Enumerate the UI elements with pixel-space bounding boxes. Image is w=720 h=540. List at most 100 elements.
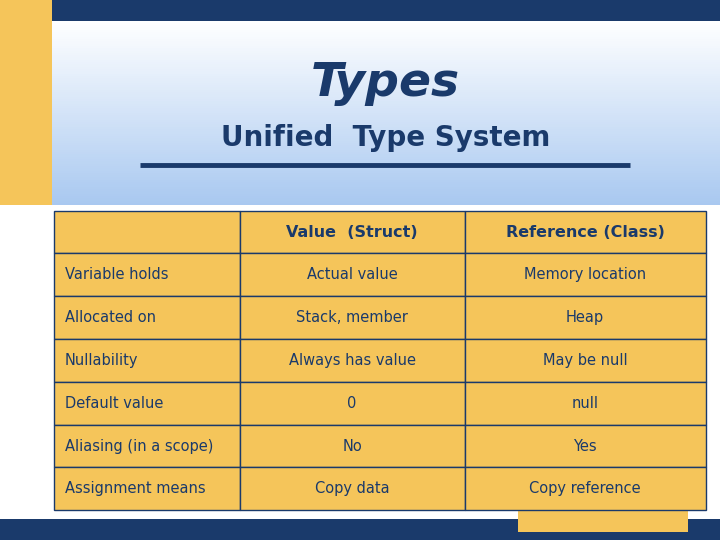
- Bar: [52, 44, 720, 46]
- Bar: [52, 30, 720, 32]
- Bar: [0, 0, 52, 21]
- Bar: [52, 106, 720, 108]
- Bar: [52, 152, 720, 154]
- Bar: [52, 21, 720, 23]
- Bar: [52, 69, 720, 71]
- Bar: [52, 180, 720, 182]
- Text: May be null: May be null: [543, 353, 627, 368]
- Bar: [52, 85, 720, 87]
- Bar: [52, 150, 720, 152]
- Bar: [54, 468, 240, 510]
- Bar: [52, 143, 720, 145]
- Bar: [52, 133, 720, 136]
- Text: Memory location: Memory location: [524, 267, 646, 282]
- Bar: [52, 108, 720, 111]
- Text: Nullability: Nullability: [65, 353, 138, 368]
- Bar: [54, 339, 240, 382]
- Bar: [52, 191, 720, 194]
- Text: No: No: [342, 438, 362, 454]
- Bar: [52, 129, 720, 131]
- Bar: [52, 161, 720, 164]
- Bar: [52, 115, 720, 118]
- Bar: [52, 94, 720, 97]
- Bar: [464, 468, 706, 510]
- Bar: [464, 211, 706, 253]
- Text: Reference (Class): Reference (Class): [505, 225, 665, 240]
- Bar: [0, 0, 720, 21]
- Text: Variable holds: Variable holds: [65, 267, 168, 282]
- Bar: [52, 35, 720, 37]
- Bar: [52, 159, 720, 161]
- Bar: [52, 124, 720, 127]
- Bar: [54, 253, 240, 296]
- Bar: [464, 296, 706, 339]
- Bar: [52, 97, 720, 99]
- Bar: [52, 32, 720, 35]
- Bar: [52, 37, 720, 39]
- Bar: [240, 382, 464, 424]
- Text: Copy data: Copy data: [315, 481, 390, 496]
- Bar: [52, 154, 720, 157]
- Bar: [52, 178, 720, 180]
- Bar: [52, 118, 720, 120]
- Bar: [52, 71, 720, 73]
- Bar: [52, 41, 720, 44]
- Bar: [52, 102, 720, 104]
- Bar: [52, 157, 720, 159]
- Text: Stack, member: Stack, member: [296, 310, 408, 325]
- Text: Heap: Heap: [566, 310, 604, 325]
- Bar: [52, 83, 720, 85]
- Bar: [52, 113, 720, 115]
- Bar: [52, 28, 720, 30]
- Bar: [52, 46, 720, 48]
- Bar: [52, 198, 720, 200]
- Bar: [52, 147, 720, 150]
- Bar: [0, 519, 720, 540]
- Bar: [54, 424, 240, 468]
- Bar: [52, 76, 720, 78]
- Text: Actual value: Actual value: [307, 267, 397, 282]
- Text: Types: Types: [310, 61, 460, 106]
- Bar: [52, 57, 720, 60]
- Bar: [52, 120, 720, 122]
- Bar: [52, 80, 720, 83]
- Bar: [52, 203, 720, 205]
- Bar: [52, 25, 720, 28]
- Text: Assignment means: Assignment means: [65, 481, 205, 496]
- Bar: [52, 168, 720, 171]
- Bar: [52, 90, 720, 92]
- Bar: [240, 253, 464, 296]
- Bar: [52, 196, 720, 198]
- Text: Default value: Default value: [65, 396, 163, 411]
- Bar: [52, 48, 720, 51]
- Text: Value  (Struct): Value (Struct): [287, 225, 418, 240]
- Bar: [52, 145, 720, 147]
- Bar: [52, 189, 720, 191]
- Bar: [464, 424, 706, 468]
- Bar: [52, 171, 720, 173]
- Text: Allocated on: Allocated on: [65, 310, 156, 325]
- Bar: [52, 111, 720, 113]
- Bar: [240, 424, 464, 468]
- Bar: [52, 164, 720, 166]
- Bar: [52, 92, 720, 94]
- Bar: [518, 505, 688, 532]
- Bar: [240, 468, 464, 510]
- Bar: [52, 53, 720, 55]
- Bar: [52, 73, 720, 76]
- Bar: [464, 382, 706, 424]
- Bar: [52, 39, 720, 41]
- Bar: [52, 62, 720, 64]
- Text: Yes: Yes: [573, 438, 597, 454]
- Bar: [52, 87, 720, 90]
- Bar: [52, 200, 720, 203]
- Bar: [464, 253, 706, 296]
- Text: Aliasing (in a scope): Aliasing (in a scope): [65, 438, 213, 454]
- Bar: [0, 21, 52, 205]
- Bar: [52, 104, 720, 106]
- Bar: [52, 187, 720, 189]
- Text: 0: 0: [348, 396, 357, 411]
- Bar: [52, 127, 720, 129]
- Bar: [52, 99, 720, 102]
- Bar: [52, 64, 720, 67]
